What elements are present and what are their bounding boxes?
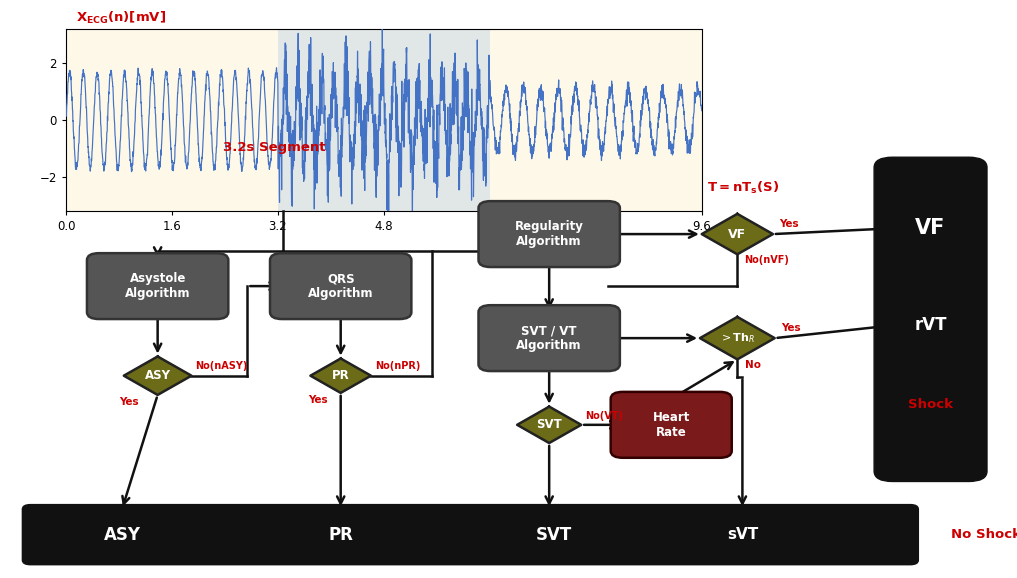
Text: Regularity
Algorithm: Regularity Algorithm xyxy=(515,220,584,248)
Text: Heart
Rate: Heart Rate xyxy=(653,411,690,439)
Text: PR: PR xyxy=(332,369,350,382)
Text: Yes: Yes xyxy=(119,397,139,407)
Polygon shape xyxy=(702,214,773,254)
Text: ASY: ASY xyxy=(104,525,140,544)
Text: $>$Th$_R$: $>$Th$_R$ xyxy=(719,331,756,345)
Text: ASY: ASY xyxy=(144,369,171,382)
Text: Yes: Yes xyxy=(779,218,798,229)
Text: SVT: SVT xyxy=(536,418,562,431)
Text: No(nASY): No(nASY) xyxy=(195,361,248,372)
Text: No(nPR): No(nPR) xyxy=(375,361,420,372)
Text: No(VT): No(VT) xyxy=(586,410,623,421)
Polygon shape xyxy=(518,406,582,443)
Text: QRS
Algorithm: QRS Algorithm xyxy=(308,272,373,300)
Text: Yes: Yes xyxy=(781,323,800,333)
FancyBboxPatch shape xyxy=(479,201,620,267)
Text: VF: VF xyxy=(915,218,946,238)
Text: Yes: Yes xyxy=(308,395,328,405)
Text: No(nVF): No(nVF) xyxy=(744,255,789,265)
Text: sVT: sVT xyxy=(727,527,758,542)
Polygon shape xyxy=(310,358,371,393)
Text: PR: PR xyxy=(328,525,353,544)
FancyBboxPatch shape xyxy=(479,305,620,371)
Text: rVT: rVT xyxy=(914,316,947,335)
Text: $\mathbf{T=nT_s(S)}$: $\mathbf{T=nT_s(S)}$ xyxy=(707,180,779,196)
FancyBboxPatch shape xyxy=(611,392,732,458)
Text: No: No xyxy=(745,360,762,370)
FancyBboxPatch shape xyxy=(87,253,229,319)
Text: $\mathbf{X_{ECG}(n)[mV]}$: $\mathbf{X_{ECG}(n)[mV]}$ xyxy=(76,10,167,26)
FancyBboxPatch shape xyxy=(271,253,411,319)
Text: SVT: SVT xyxy=(536,525,573,544)
Text: VF: VF xyxy=(728,228,746,240)
Bar xyxy=(278,29,490,211)
Text: No Shock: No Shock xyxy=(951,528,1017,541)
FancyBboxPatch shape xyxy=(875,157,988,481)
Polygon shape xyxy=(700,317,775,360)
Text: Asystole
Algorithm: Asystole Algorithm xyxy=(125,272,190,300)
Text: SVT / VT
Algorithm: SVT / VT Algorithm xyxy=(517,324,582,352)
Polygon shape xyxy=(124,357,191,395)
Text: Shock: Shock xyxy=(908,398,953,411)
Text: 3.2s Segment: 3.2s Segment xyxy=(224,141,325,154)
FancyBboxPatch shape xyxy=(22,505,918,565)
